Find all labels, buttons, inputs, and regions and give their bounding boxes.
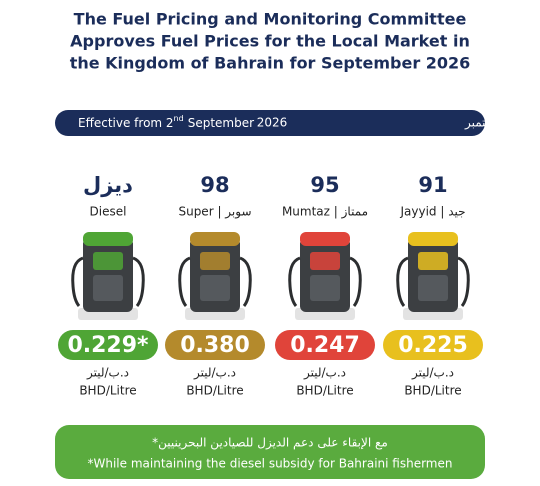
unit-arabic: د.ب/ليتر — [303, 366, 346, 381]
unit-arabic: د.ب/ليتر — [86, 366, 129, 381]
price-pill — [383, 330, 483, 360]
pump-screen — [310, 252, 340, 270]
pump-hose — [132, 256, 145, 307]
pump-screen — [200, 252, 230, 270]
price: 0.380 — [180, 333, 250, 358]
fuel-name: 95 — [310, 173, 339, 197]
pump-cap — [300, 232, 350, 246]
pump-cap — [408, 232, 458, 246]
pump-hose — [288, 256, 301, 307]
footnote-arabic: *مع الإبقاء على دعم الديزل للصيادين البح… — [152, 436, 388, 451]
fuel-label: Mumtaz | ممتاز — [282, 205, 368, 220]
pump-screen — [93, 252, 123, 270]
price: 0.247 — [290, 333, 360, 358]
banner-year: 2026 — [257, 116, 288, 130]
fuel-name: 98 — [200, 173, 229, 197]
price-pill — [275, 330, 375, 360]
unit-arabic: د.ب/ليتر — [411, 366, 454, 381]
pump-screen — [418, 252, 448, 270]
pump-hose — [457, 256, 470, 307]
fuel-label: Diesel — [90, 205, 127, 219]
price-pill — [165, 330, 265, 360]
fuel-name: 91 — [418, 173, 447, 197]
unit: BHD/Litre — [186, 384, 243, 398]
pump-panel — [200, 275, 230, 301]
unit: BHD/Litre — [404, 384, 461, 398]
banner-text: September — [188, 116, 254, 130]
pump-panel — [418, 275, 448, 301]
fuel-label: Super | سوبر — [178, 205, 251, 220]
banner-superscript: nd — [174, 114, 184, 123]
pump-cap — [83, 232, 133, 246]
unit: BHD/Litre — [296, 384, 353, 398]
pump-panel — [93, 275, 123, 301]
title-line: The Fuel Pricing and Monitoring Committe… — [74, 10, 467, 29]
pump-hose — [396, 256, 409, 307]
pump-hose — [349, 256, 362, 307]
title-line: the Kingdom of Bahrain for September 202… — [70, 54, 471, 73]
banner — [55, 110, 485, 136]
pump-hose — [239, 256, 252, 307]
title-line: Approves Fuel Prices for the Local Marke… — [70, 32, 470, 51]
price-pill — [58, 330, 158, 360]
banner-arabic: اعتبارا من 2 سبتمبر — [464, 116, 540, 131]
pump-hose — [178, 256, 191, 307]
pump-cap — [190, 232, 240, 246]
footnote-english: *While maintaining the diesel subsidy fo… — [88, 457, 453, 471]
fuel-label: Jayyid | جيد — [399, 205, 465, 219]
pump-hose — [71, 256, 84, 307]
footnote-box — [55, 425, 485, 479]
banner-english: Effective from 2nd September — [78, 114, 254, 130]
banner-text: Effective from 2 — [78, 116, 174, 130]
price: 0.225 — [398, 333, 468, 358]
unit-arabic: د.ب/ليتر — [193, 366, 236, 381]
unit: BHD/Litre — [79, 384, 136, 398]
pump-panel — [310, 275, 340, 301]
price: 0.229* — [67, 333, 149, 358]
fuel-name: ديزل — [83, 173, 133, 197]
